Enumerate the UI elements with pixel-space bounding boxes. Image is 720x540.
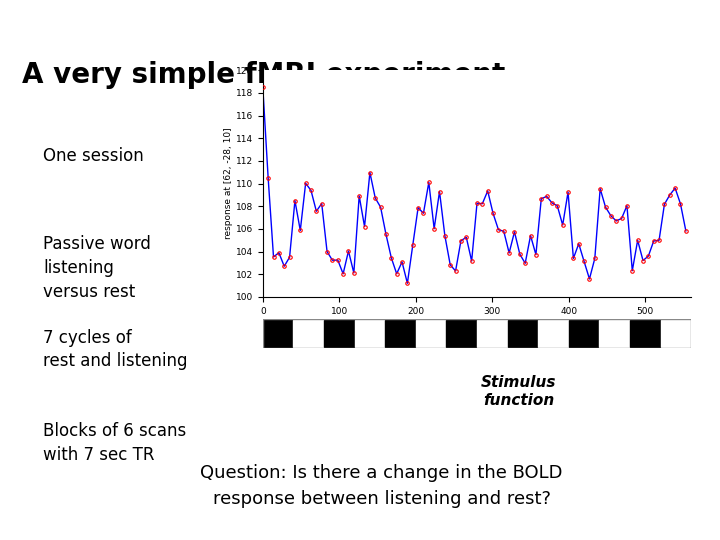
Y-axis label: response at [62, -28, 10]: response at [62, -28, 10] bbox=[224, 128, 233, 239]
X-axis label: time (seconds): time (seconds) bbox=[436, 320, 518, 330]
Bar bbox=[630, 320, 661, 347]
Bar bbox=[294, 320, 324, 347]
Text: One session: One session bbox=[43, 147, 144, 165]
Bar bbox=[385, 320, 416, 347]
Bar bbox=[263, 320, 294, 347]
Bar bbox=[538, 320, 569, 347]
Text: Stimulus
function: Stimulus function bbox=[481, 375, 556, 408]
Bar bbox=[416, 320, 446, 347]
Bar bbox=[569, 320, 599, 347]
Text: Blocks of 6 scans
with 7 sec TR: Blocks of 6 scans with 7 sec TR bbox=[43, 422, 186, 464]
Text: Passive word
listening
versus rest: Passive word listening versus rest bbox=[43, 235, 151, 301]
Text: SPM: SPM bbox=[607, 8, 702, 46]
Text: Question: Is there a change in the BOLD
response between listening and rest?: Question: Is there a change in the BOLD … bbox=[200, 464, 563, 508]
Bar bbox=[477, 320, 508, 347]
Bar bbox=[324, 320, 355, 347]
Text: A very simple fMRI experiment: A very simple fMRI experiment bbox=[22, 61, 505, 89]
Bar bbox=[599, 320, 630, 347]
Bar bbox=[446, 320, 477, 347]
Bar bbox=[508, 320, 538, 347]
Text: 7 cycles of
rest and listening: 7 cycles of rest and listening bbox=[43, 329, 188, 370]
Text: ✠: ✠ bbox=[641, 10, 652, 24]
Bar bbox=[660, 320, 691, 347]
Bar bbox=[355, 320, 385, 347]
